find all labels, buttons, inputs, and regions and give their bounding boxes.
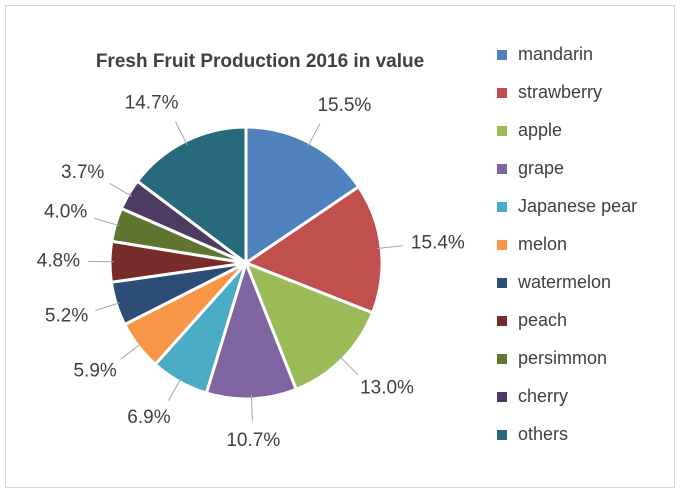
data-label: 3.7% [61,162,104,183]
data-label: 6.9% [127,407,170,428]
legend-swatch [497,164,507,174]
data-label: 4.8% [37,250,80,271]
legend-label: cherry [518,386,568,406]
legend-swatch [497,392,507,402]
legend-swatch [497,88,507,98]
legend-swatch [497,278,507,288]
legend-swatch [497,316,507,326]
legend-label: peach [518,310,567,330]
data-label: 15.4% [411,232,465,253]
legend-label: Japanese pear [518,196,637,216]
legend-label: mandarin [518,44,593,64]
legend-swatch [497,202,507,212]
legend-swatch [497,240,507,250]
legend-swatch [497,126,507,136]
chart-title: Fresh Fruit Production 2016 in value [96,51,424,72]
data-label: 10.7% [226,430,280,451]
legend-label: melon [518,234,567,254]
data-label: 14.7% [125,93,179,114]
data-label: 13.0% [360,378,414,399]
data-label: 5.2% [45,306,88,327]
data-label: 5.9% [73,360,116,381]
legend-label: strawberry [518,82,602,102]
data-label: 4.0% [44,202,87,223]
legend-swatch [497,50,507,60]
data-label: 15.5% [317,95,371,116]
legend-label: apple [518,120,562,140]
legend-label: persimmon [518,348,607,368]
legend-label: others [518,424,568,444]
legend-swatch [497,354,507,364]
legend-label: grape [518,158,564,178]
legend-swatch [497,430,507,440]
legend-label: watermelon [517,272,611,292]
